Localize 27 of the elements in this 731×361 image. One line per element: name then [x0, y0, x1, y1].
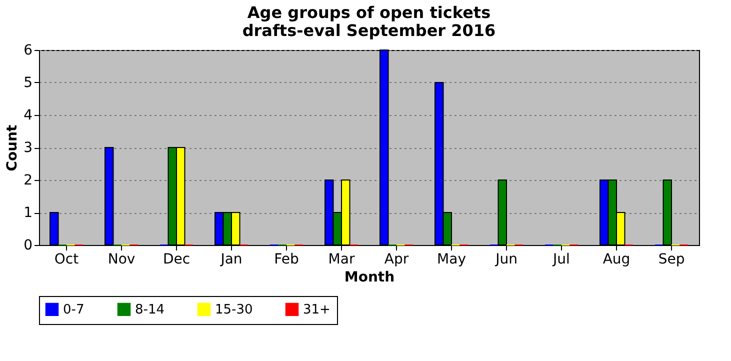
y-axis-title: Count [4, 124, 21, 172]
x-tick-label: Dec [162, 252, 190, 268]
chart-subtitle: drafts-eval September 2016 [242, 21, 496, 40]
x-tick-label: Oct [54, 252, 80, 268]
x-tick-label: Mar [328, 252, 355, 268]
y-tick-label: 2 [24, 172, 32, 188]
x-tick-label: Jan [220, 252, 242, 268]
x-tick-label: Apr [384, 252, 409, 268]
x-tick-label: May [437, 252, 466, 268]
x-tick-label: Nov [108, 252, 136, 268]
x-tick-label: Jul [552, 252, 570, 268]
legend-label: 0-7 [63, 302, 84, 318]
x-tick-label: Feb [274, 252, 299, 268]
y-tick-label: 3 [24, 140, 32, 156]
y-tick-label: 0 [24, 238, 32, 254]
y-tick-label: 6 [24, 42, 33, 58]
y-tick-label: 5 [24, 75, 32, 91]
x-tick-label: Sep [658, 252, 685, 268]
legend-label: 8-14 [135, 302, 165, 318]
legend-label: 31+ [303, 302, 330, 318]
x-tick-label: Aug [602, 252, 630, 268]
legend-label: 15-30 [215, 302, 253, 318]
x-tick-label: Jun [494, 252, 518, 268]
x-axis-title: Month [344, 270, 395, 286]
y-tick-label: 1 [24, 205, 32, 221]
chart-title: Age groups of open tickets [247, 3, 491, 22]
y-tick-label: 4 [24, 108, 33, 124]
